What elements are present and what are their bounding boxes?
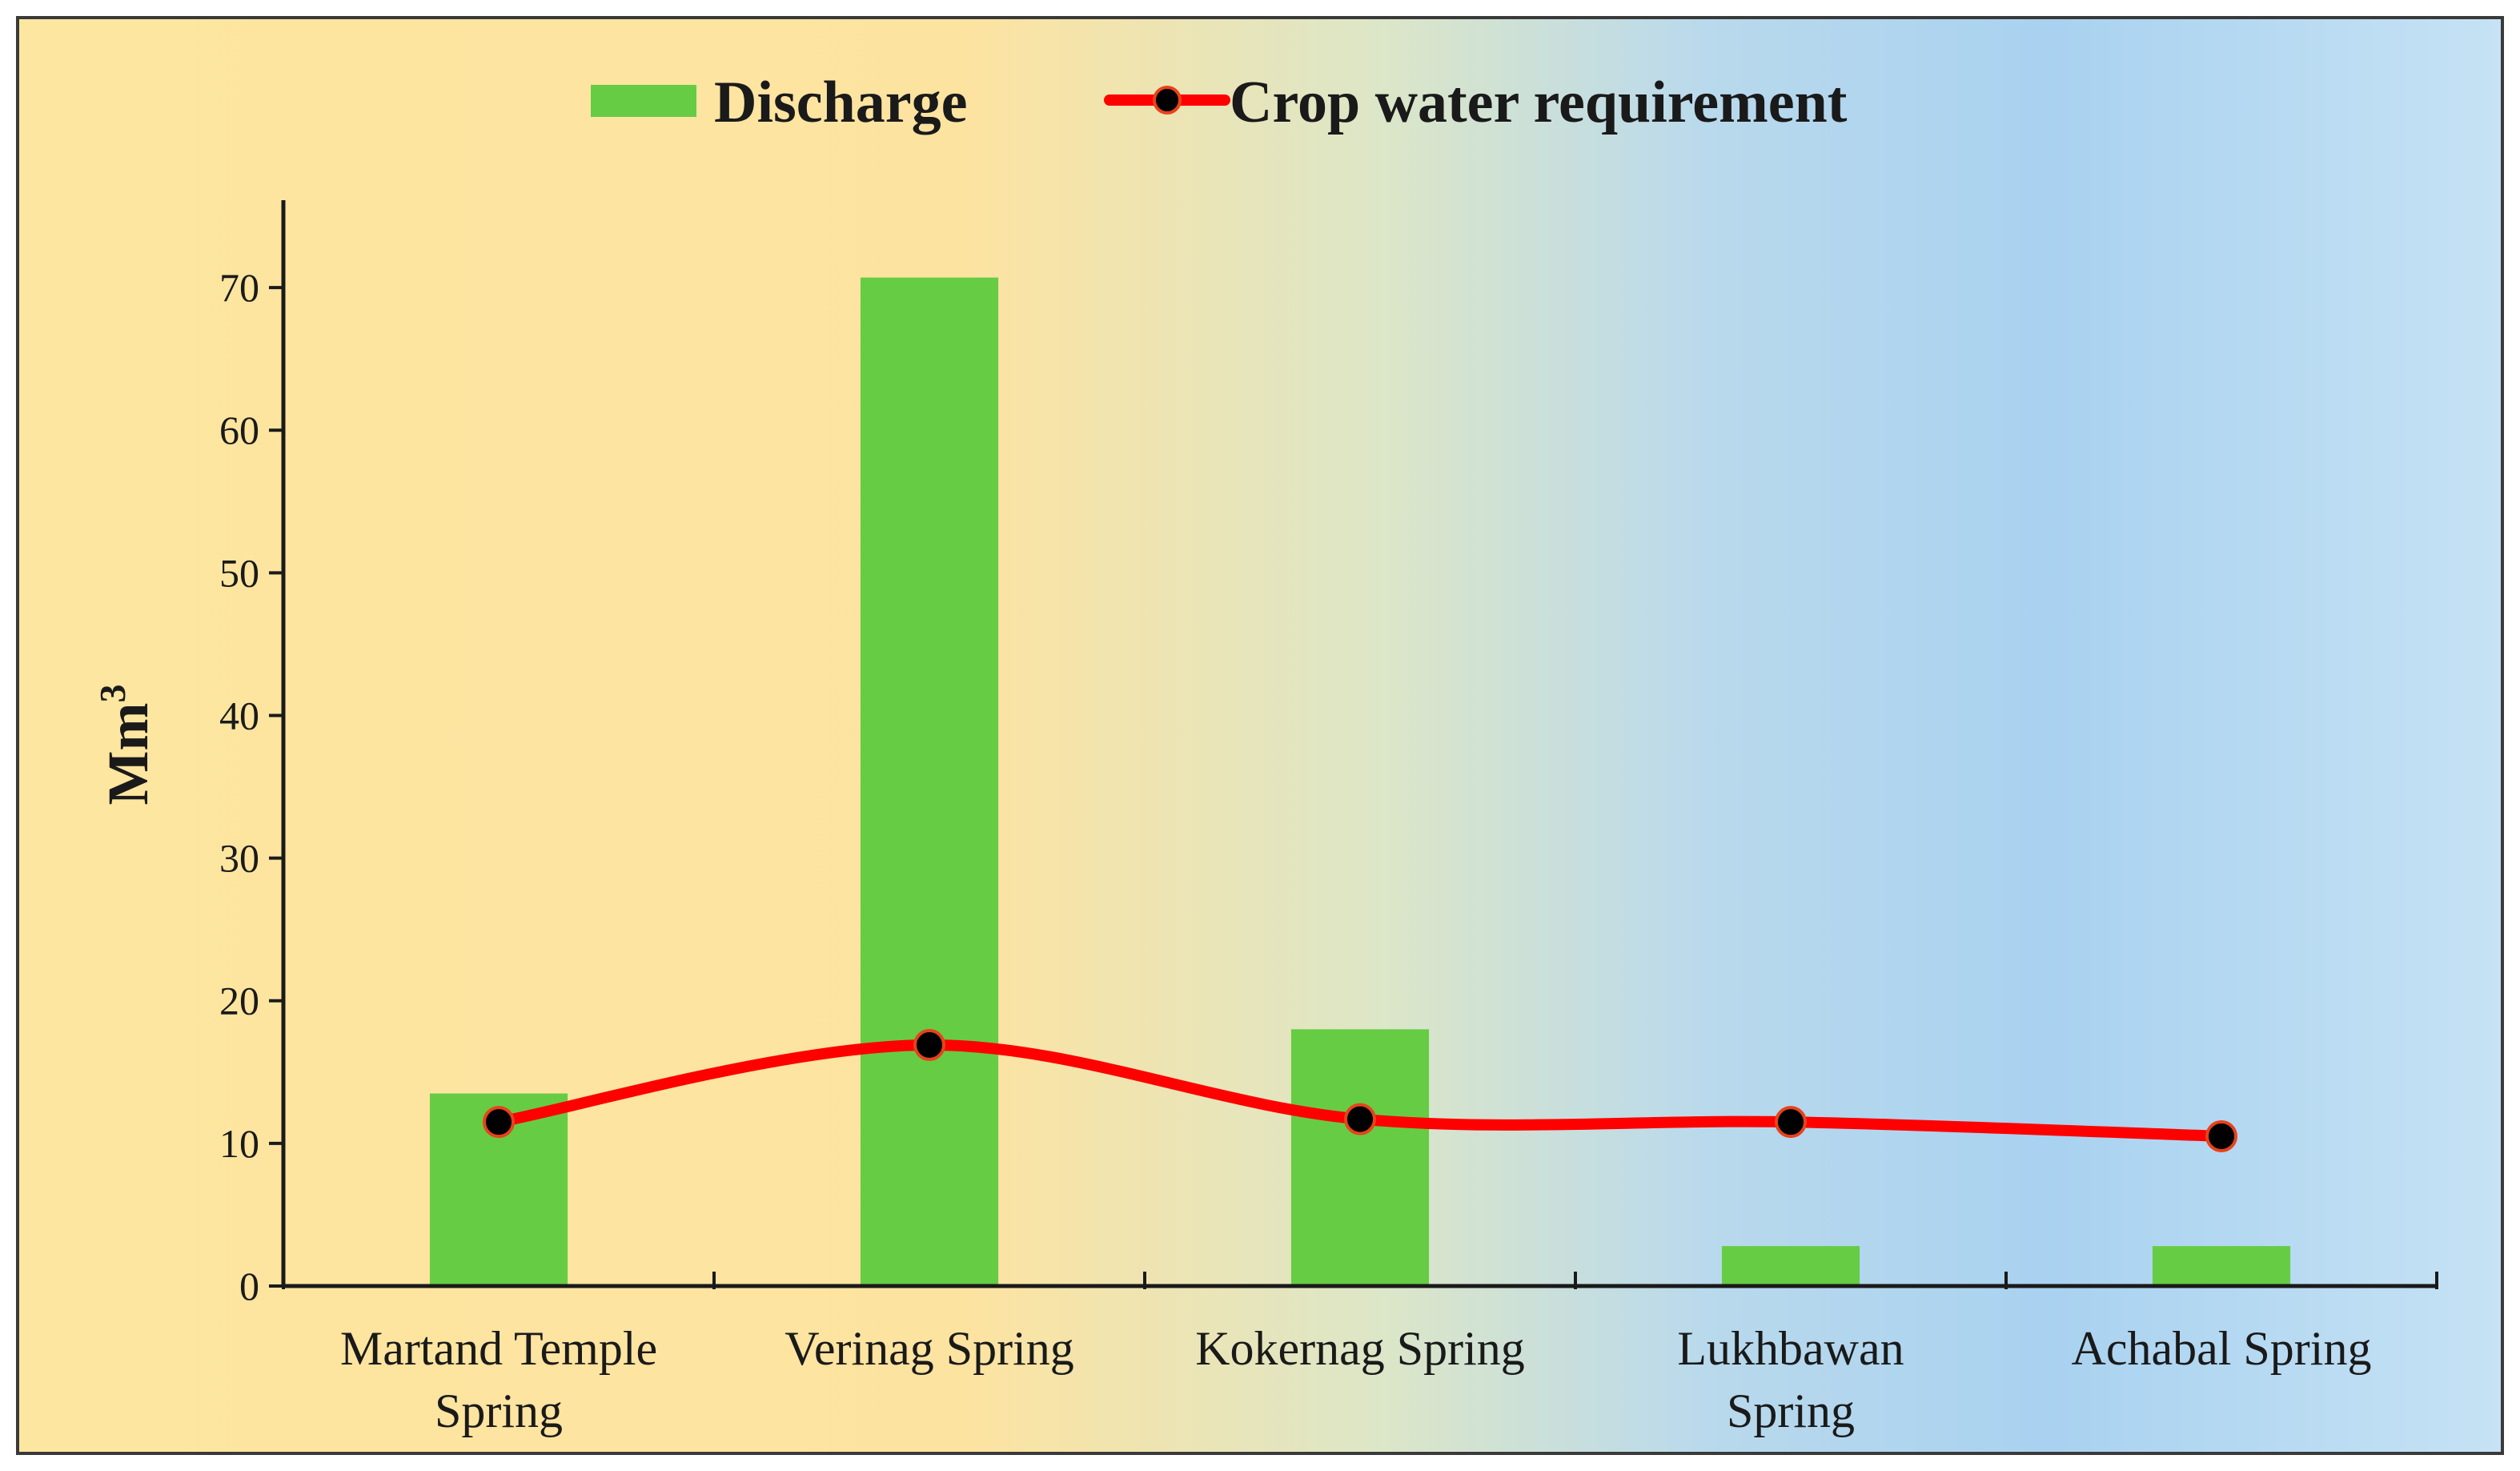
y-tick-label: 30 [219,836,259,881]
crop-water-point [913,1028,945,1061]
legend-crop-water-label: Crop water requirement [1230,70,1848,135]
x-category-label: Martand Temple Spring [340,1322,657,1437]
legend-discharge-swatch [591,85,696,117]
discharge-bar [1290,1029,1430,1286]
crop-water-line [483,1028,2237,1152]
crop-water-point [1775,1106,1807,1139]
y-tick-label: 0 [239,1264,259,1308]
y-tick-label: 60 [219,408,259,452]
y-tick-label: 50 [219,550,259,595]
y-tick-label: 10 [219,1121,259,1166]
x-category-label: Lukhbawan Spring [1677,1322,1904,1437]
discharge-bar [860,277,999,1287]
axes [281,200,2438,1289]
legend: Discharge Crop water requirement [591,70,1848,135]
crop-water-point [2205,1119,2237,1152]
y-tick-label: 20 [219,979,259,1023]
x-category-label: Verinag Spring [784,1322,1074,1375]
discharge-bar [1721,1246,1860,1286]
y-axis-title: Mm3 [92,685,160,806]
discharge-bar [2152,1246,2291,1286]
crop-water-point [1344,1103,1376,1135]
legend-discharge-label: Discharge [714,70,968,135]
x-category-label: Achabal Spring [2072,1322,2372,1375]
legend-crop-water-marker [1153,86,1182,115]
y-axis-ticks: 0 10 20 30 40 50 60 70 [219,265,283,1308]
x-axis-labels: Martand Temple Spring Verinag Spring Kokern… [340,1322,2372,1437]
crop-water-point [483,1106,515,1139]
y-tick-label: 40 [219,693,259,738]
chart-svg: Discharge Crop water requirement Mm3 0 10… [92,70,2438,1437]
y-tick-label: 70 [219,265,259,310]
chart-frame: Discharge Crop water requirement Mm3 0 10… [16,16,2504,1455]
x-category-label: Kokernag Spring [1195,1322,1525,1375]
